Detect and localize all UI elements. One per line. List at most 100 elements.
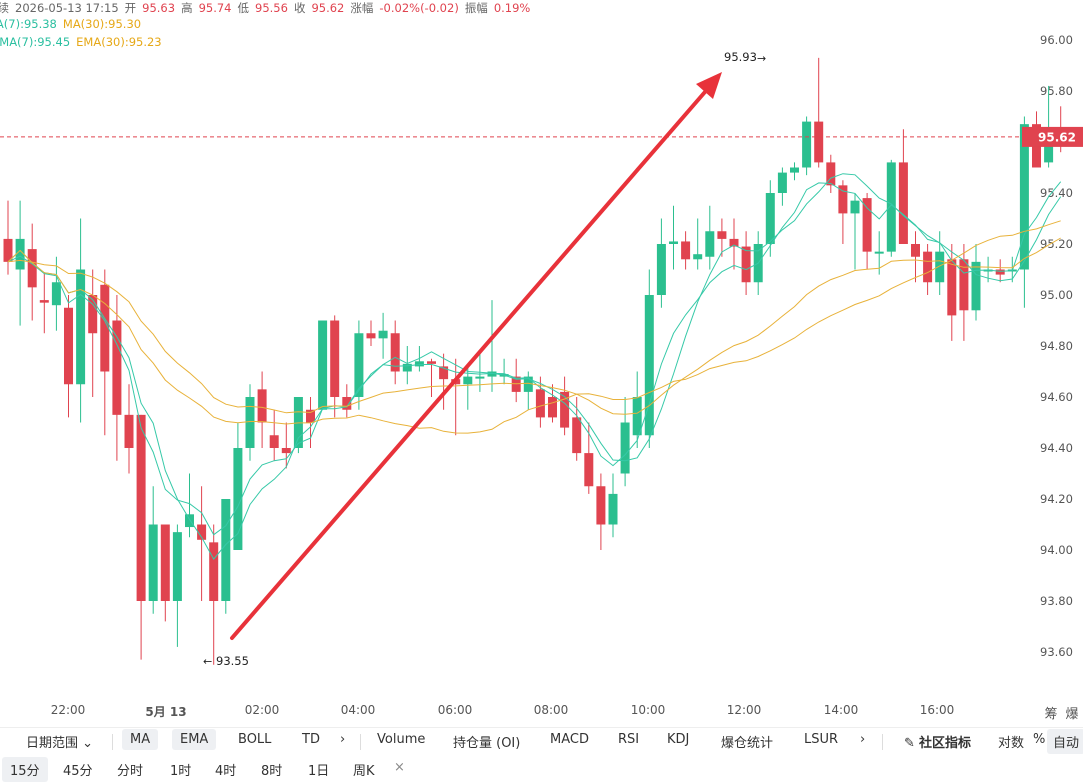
interval-week[interactable]: 周K xyxy=(353,764,375,779)
candlestick-chart[interactable]: 96.0095.8095.6095.4095.2095.0094.8094.60… xyxy=(0,0,1083,700)
boll-button[interactable]: BOLL xyxy=(238,732,272,747)
time-tick-label: 12:00 xyxy=(726,703,762,717)
divider xyxy=(112,734,113,750)
candle-body xyxy=(257,389,267,423)
candle-body xyxy=(269,435,279,448)
ma-button[interactable]: MA xyxy=(122,729,159,750)
interval-timeline[interactable]: 分时 xyxy=(117,764,144,779)
volume-button[interactable]: Volume xyxy=(377,732,426,747)
candle-body xyxy=(402,363,412,372)
time-tick-label: 14:00 xyxy=(823,703,859,717)
candle-body xyxy=(330,320,340,397)
rsi-button[interactable]: RSI xyxy=(618,732,640,747)
price-tick-label: 93.80 xyxy=(1040,594,1073,608)
candle-body xyxy=(560,391,570,428)
candle-body xyxy=(838,185,848,214)
candle-body xyxy=(463,376,473,385)
interval-1d[interactable]: 1日 xyxy=(308,764,330,779)
chevron-right-icon[interactable]: › xyxy=(860,732,866,747)
side-panel-tab[interactable]: 筹 xyxy=(1044,707,1058,722)
price-tick-label: 94.80 xyxy=(1040,339,1073,353)
liquidation-button[interactable]: 爆仓统计 xyxy=(721,736,774,751)
candle-body xyxy=(947,259,957,316)
info-value: 95.62 xyxy=(311,1,345,15)
info-value: 开 xyxy=(124,1,137,15)
td-button[interactable]: TD xyxy=(302,732,320,747)
interval-toolbar: 15分 45分 分时 1时 4时 8时 1日 周K × xyxy=(0,757,1083,782)
candle-body xyxy=(874,251,884,254)
date-range-dropdown[interactable]: 日期范围 ⌄ xyxy=(26,732,93,751)
candle-body xyxy=(306,409,315,423)
interval-4h[interactable]: 4时 xyxy=(215,764,237,779)
kdj-button[interactable]: KDJ xyxy=(667,732,690,747)
candle-body xyxy=(197,524,207,540)
candle-body xyxy=(39,300,49,303)
candle-body xyxy=(172,532,182,601)
price-tick-label: 96.00 xyxy=(1040,33,1073,47)
info-value: 收 xyxy=(293,1,306,15)
candle-body xyxy=(281,448,291,454)
candle-body xyxy=(898,162,908,244)
interval-8h[interactable]: 8时 xyxy=(261,764,283,779)
lsur-button[interactable]: LSUR xyxy=(804,732,839,747)
candle-body xyxy=(620,422,630,474)
info-value: 95.74 xyxy=(198,1,232,15)
oi-button[interactable]: 持仓量 (OI) xyxy=(453,736,521,751)
ema-info-line: EMA(7):95.45 EMA(30):95.23 xyxy=(0,35,168,49)
ma-info-line: MA(7):95.38 MA(30):95.30 xyxy=(0,17,147,31)
community-indicators-label: 社区指标 xyxy=(919,736,972,751)
candle-body xyxy=(765,193,775,244)
candle-body xyxy=(64,307,73,385)
ma30-line xyxy=(7,220,1061,434)
time-axis: 22:00 5月 13 02:00 04:00 06:00 08:00 10:00 12:00… xyxy=(0,700,1083,722)
candle-body xyxy=(475,376,485,379)
candle-body xyxy=(693,254,703,260)
interval-15m[interactable]: 15分 xyxy=(2,757,48,782)
candle-body xyxy=(221,499,231,601)
time-tick-label: 10:00 xyxy=(630,703,666,717)
auto-scale-button[interactable]: 自动 xyxy=(1047,729,1083,754)
time-tick-label: 22:00 xyxy=(50,703,86,717)
candle-body xyxy=(923,251,933,283)
close-icon[interactable]: × xyxy=(394,760,405,775)
info-value: 95.63 xyxy=(142,1,176,15)
candle-body xyxy=(802,121,812,168)
candle-body xyxy=(886,162,896,252)
ohlc-info-line: 永续 2026-05-13 17:15 开 95.63 高 95.74 低 95.56 收 95.… xyxy=(0,0,536,16)
interval-1h[interactable]: 1时 xyxy=(170,764,192,779)
candle-body xyxy=(354,333,364,397)
info-value: -0.02%(-0.02) xyxy=(379,1,459,15)
ema-button[interactable]: EMA xyxy=(172,729,217,750)
current-price-badge xyxy=(1022,126,1083,147)
percent-scale-button[interactable]: % xyxy=(1033,732,1046,747)
candle-body xyxy=(995,269,1005,275)
info-value: 低 xyxy=(237,1,250,15)
price-tick-label: 94.60 xyxy=(1040,390,1073,404)
candle-body xyxy=(681,241,691,260)
candle-body xyxy=(390,333,400,372)
info-value: 振幅 xyxy=(464,1,488,15)
candle-body xyxy=(487,371,497,377)
divider xyxy=(360,734,361,750)
candle-body xyxy=(378,330,388,339)
candle-body xyxy=(656,244,666,295)
log-scale-button[interactable]: 对数 xyxy=(998,736,1025,751)
candle-body xyxy=(15,238,25,270)
interval-45m[interactable]: 45分 xyxy=(63,764,93,779)
indicator-toolbar: 日期范围 ⌄ MA EMA BOLL TD › Volume 持仓量 (OI) … xyxy=(0,727,1083,754)
candle-body xyxy=(427,361,436,364)
candle-body xyxy=(76,269,86,385)
candle-body xyxy=(596,486,606,525)
chevron-right-icon[interactable]: › xyxy=(340,732,346,747)
side-panel-tab[interactable]: 爆 xyxy=(1065,707,1079,722)
ma7-line xyxy=(7,173,1062,560)
candle-body xyxy=(608,493,618,525)
macd-button[interactable]: MACD xyxy=(550,732,589,747)
candle-body xyxy=(632,397,642,436)
time-tick-label: 02:00 xyxy=(244,703,280,717)
price-tick-label: 95.20 xyxy=(1040,237,1073,251)
time-tick-label: 16:00 xyxy=(919,703,955,717)
community-indicators-button[interactable]: ✎ 社区指标 xyxy=(904,732,971,751)
info-value: MA(7):95.38 xyxy=(0,17,57,31)
price-chart[interactable]: 96.0095.8095.6095.4095.2095.0094.8094.60… xyxy=(0,0,1083,700)
